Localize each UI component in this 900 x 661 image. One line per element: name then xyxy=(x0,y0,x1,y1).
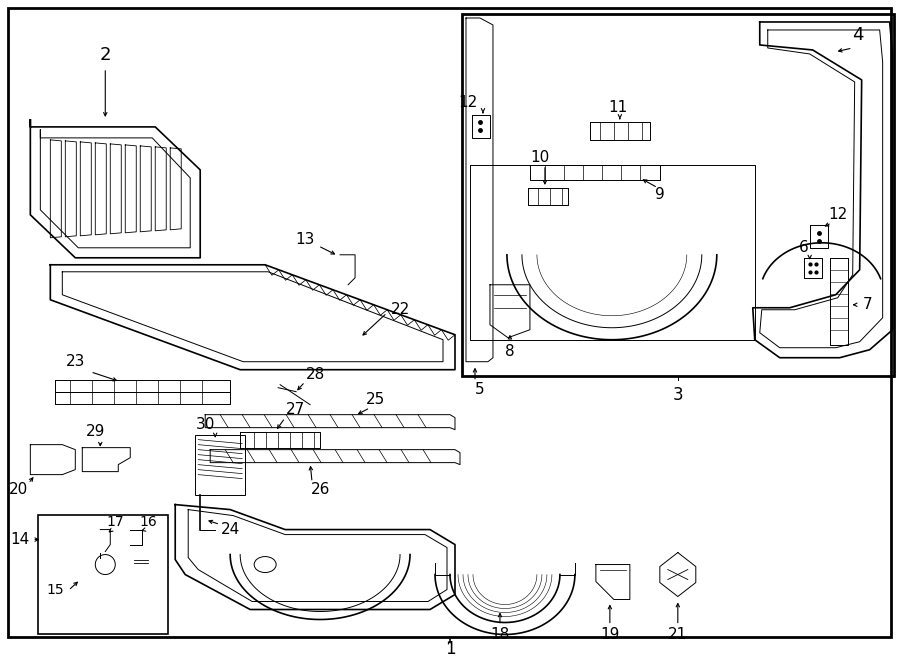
Text: 19: 19 xyxy=(600,627,619,642)
Text: 12: 12 xyxy=(828,208,847,222)
Text: 23: 23 xyxy=(66,354,85,369)
Text: 7: 7 xyxy=(863,297,872,312)
Text: 14: 14 xyxy=(11,532,30,547)
Text: 12: 12 xyxy=(458,95,478,110)
Text: 10: 10 xyxy=(530,150,550,165)
Text: 3: 3 xyxy=(672,385,683,404)
Text: 13: 13 xyxy=(295,232,315,247)
Text: 24: 24 xyxy=(220,522,239,537)
Bar xyxy=(39,514,168,635)
Text: 2: 2 xyxy=(100,46,111,64)
Text: 8: 8 xyxy=(505,344,515,359)
Text: 1: 1 xyxy=(445,641,455,658)
Text: 16: 16 xyxy=(140,514,158,529)
Text: 15: 15 xyxy=(47,582,64,596)
Text: 9: 9 xyxy=(655,187,665,202)
Text: 27: 27 xyxy=(285,402,305,417)
Text: 22: 22 xyxy=(391,302,410,317)
Text: 17: 17 xyxy=(106,514,124,529)
Text: 25: 25 xyxy=(365,392,384,407)
Text: 28: 28 xyxy=(305,368,325,382)
Text: 26: 26 xyxy=(310,482,329,497)
Text: 6: 6 xyxy=(799,241,808,255)
Text: 5: 5 xyxy=(475,382,485,397)
Text: 11: 11 xyxy=(608,100,627,116)
Text: 21: 21 xyxy=(668,627,688,642)
Bar xyxy=(195,435,245,494)
Text: 18: 18 xyxy=(491,627,509,642)
Text: 4: 4 xyxy=(852,26,863,44)
Bar xyxy=(462,14,894,375)
Text: 30: 30 xyxy=(195,417,215,432)
Text: 20: 20 xyxy=(9,482,28,497)
Text: 29: 29 xyxy=(86,424,105,439)
